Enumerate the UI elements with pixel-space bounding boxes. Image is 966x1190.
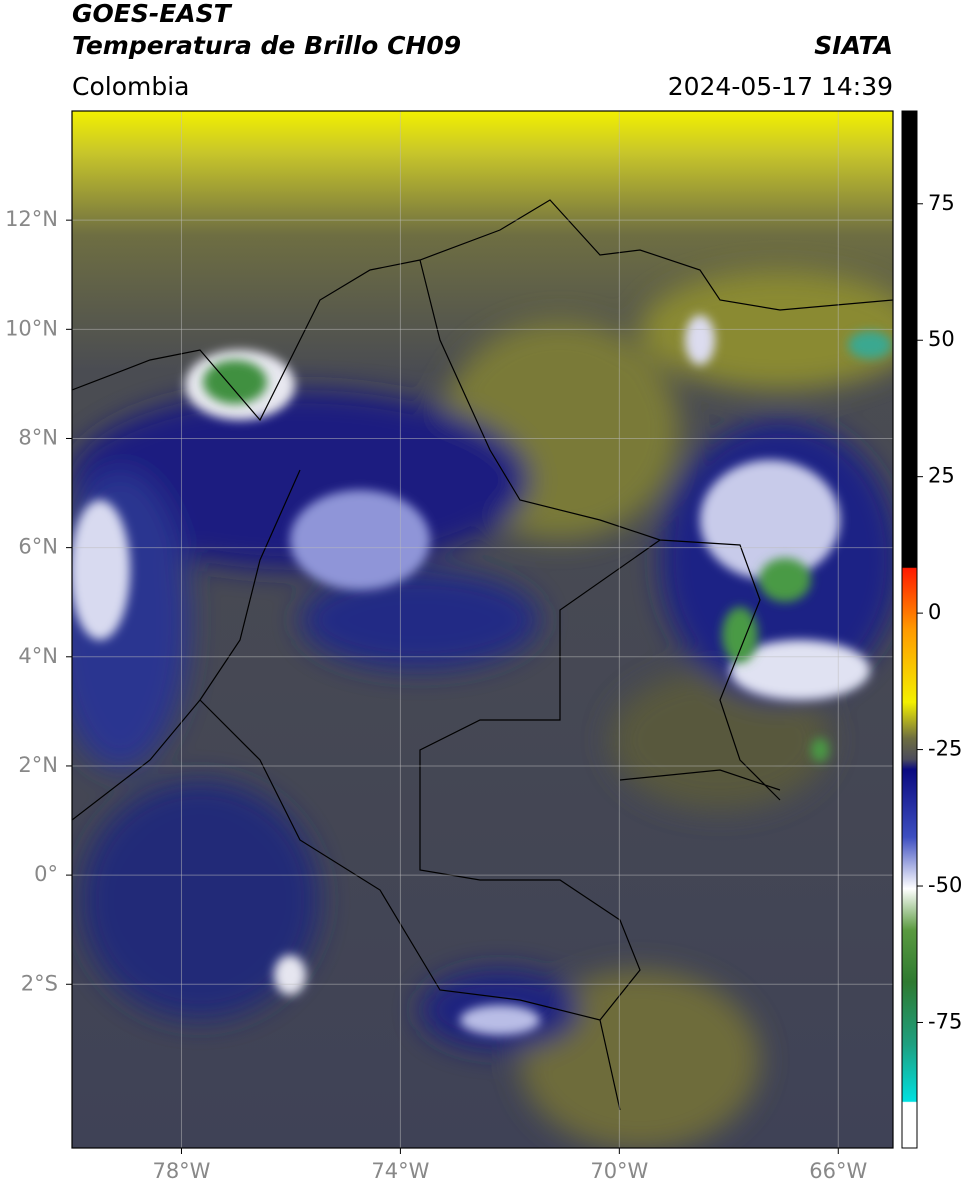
colorbar-tick-label: 75 bbox=[928, 191, 955, 215]
x-tick-label: 70°W bbox=[590, 1159, 648, 1183]
colorbar-tick-label: -25 bbox=[928, 737, 962, 761]
y-tick-label: 6°N bbox=[18, 535, 58, 559]
title: GOES-EAST bbox=[72, 0, 233, 28]
map-frame bbox=[71, 110, 894, 1149]
x-tick-label: 66°W bbox=[809, 1159, 867, 1183]
x-tick-label: 74°W bbox=[371, 1159, 429, 1183]
colorbar-tick-label: 0 bbox=[928, 600, 941, 624]
y-tick-label: 0° bbox=[34, 862, 58, 886]
colorbar-tick-label: 25 bbox=[928, 464, 955, 488]
subtitle: Temperatura de Brillo CH09 bbox=[72, 31, 461, 60]
y-tick-label: 2°N bbox=[18, 753, 58, 777]
grid bbox=[72, 111, 893, 1148]
colorbar-tick-label: -75 bbox=[928, 1009, 962, 1033]
source: SIATA bbox=[814, 31, 893, 60]
colorbar bbox=[901, 110, 918, 1149]
colorbar-tick-label: 50 bbox=[928, 327, 955, 351]
y-tick-label: 8°N bbox=[18, 425, 58, 449]
region: Colombia bbox=[72, 72, 189, 101]
x-tick-label: 78°W bbox=[152, 1159, 210, 1183]
datetime: 2024-05-17 14:39 bbox=[668, 72, 893, 101]
y-tick-label: 10°N bbox=[5, 316, 58, 340]
y-tick-label: 2°S bbox=[21, 971, 58, 995]
y-tick-label: 12°N bbox=[5, 207, 58, 231]
colorbar-tick-label: -50 bbox=[928, 873, 962, 897]
satellite-image bbox=[72, 111, 893, 1148]
y-tick-label: 4°N bbox=[18, 644, 58, 668]
